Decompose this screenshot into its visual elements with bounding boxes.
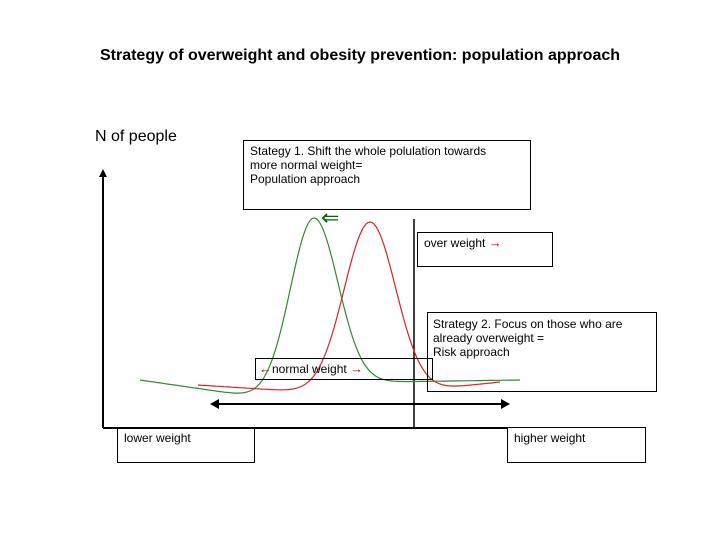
left-arrow-icon: ← <box>259 361 272 376</box>
strategy1-line-3: Population approach <box>250 172 361 186</box>
strategy1-line-1: Stategy 1. Shift the whole polulation to… <box>250 144 487 158</box>
right-arrow-icon: → <box>488 235 502 250</box>
normal-weight-label: normal weight <box>272 362 347 376</box>
shifted-population-curve <box>139 217 520 394</box>
normal-weight-textbox: ←normal weight → <box>255 358 433 380</box>
overweight-label: over weight <box>424 236 486 250</box>
y-axis-label: N of people <box>95 128 177 145</box>
lower-weight-textbox: lower weight <box>117 427 255 463</box>
y-axis-arrowhead <box>99 169 107 177</box>
slide-title: Strategy of overweight and obesity preve… <box>99 47 621 64</box>
strategy2-line-3: Risk approach <box>433 345 510 359</box>
shift-left-double-arrow-icon: ⇐ <box>321 205 340 230</box>
current-population-curve <box>197 221 501 391</box>
lower-weight-label: lower weight <box>124 431 191 445</box>
strategy2-line-2: already overweight = <box>433 331 545 345</box>
right-arrow-icon: → <box>350 361 364 376</box>
strategy1-line-2: more normal weight= <box>250 158 363 172</box>
overweight-textbox: over weight → <box>417 232 553 267</box>
weight-range-arrow-left-head <box>210 399 219 409</box>
higher-weight-textbox: higher weight <box>507 427 646 463</box>
weight-range-arrow-right-head <box>501 399 510 409</box>
strategy2-textbox: Strategy 2. Focus on those who are alrea… <box>427 312 657 392</box>
strategy1-textbox: Stategy 1. Shift the whole polulation to… <box>243 140 531 210</box>
higher-weight-label: higher weight <box>514 431 586 445</box>
strategy2-line-1: Strategy 2. Focus on those who are <box>433 317 623 331</box>
